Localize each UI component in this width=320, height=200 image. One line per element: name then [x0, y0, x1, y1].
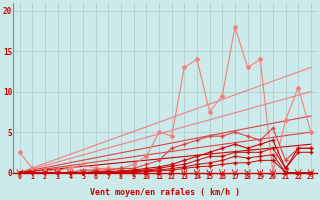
X-axis label: Vent moyen/en rafales ( km/h ): Vent moyen/en rafales ( km/h ) [90, 188, 240, 197]
